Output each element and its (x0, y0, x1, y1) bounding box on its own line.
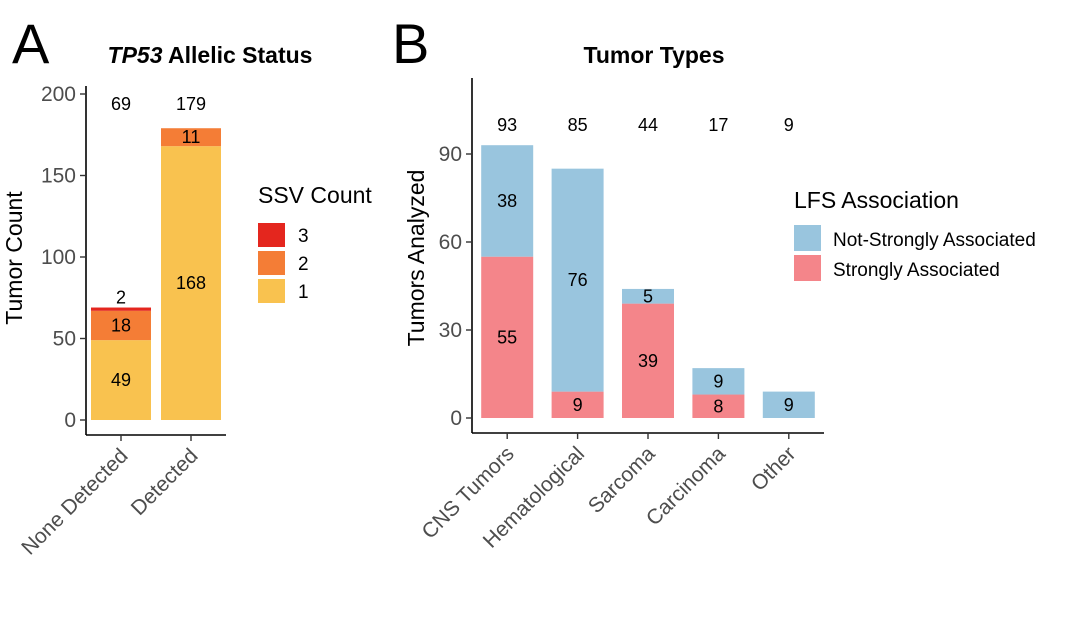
chart-b-y-axis-title: Tumors Analyzed (403, 170, 429, 347)
chart-b-data-label-sarcoma-strongly-associated: 39 (638, 351, 658, 371)
legend-label-not-strongly-associated: Not-Strongly Associated (833, 230, 1036, 251)
chart-b-total-label-hematological: 85 (568, 115, 588, 135)
chart-a-data-label-none-detected-2: 18 (111, 315, 131, 335)
chart-a-data-label-none-detected-3: 2 (116, 288, 126, 308)
chart-a-legend: SSV Count 3 2 1 (258, 182, 372, 303)
chart-a-y-tick-label: 0 (64, 409, 76, 432)
chart-b-total-label-sarcoma: 44 (638, 115, 658, 135)
chart-b-y-tick-label: 90 (439, 143, 462, 166)
chart-b-y-tick-label: 0 (450, 407, 462, 430)
chart-b-legend-title: LFS Association (794, 187, 959, 213)
chart-b-bar-other-not-strongly-associated (762, 391, 815, 418)
chart-b-total-label-carcinoma: 17 (708, 115, 728, 135)
legend-label-strongly-associated: Strongly Associated (833, 260, 1000, 281)
chart-a-title-italic: TP53 (108, 42, 163, 68)
chart-a-y-tick-label: 200 (41, 83, 76, 106)
chart-b-bar-carcinoma-strongly-associated (692, 394, 745, 418)
legend-label-ssv-2: 2 (298, 254, 309, 275)
legend-swatch-not-strongly-associated (794, 225, 821, 251)
chart-b-bar-carcinoma-not-strongly-associated (692, 368, 745, 395)
chart-a-y-axis-title: Tumor Count (1, 191, 27, 325)
chart-a-y-tick-label: 50 (53, 328, 76, 351)
chart-b-data-label-carcinoma-strongly-associated: 8 (713, 396, 723, 416)
panel-letter-a: A (12, 12, 50, 75)
chart-a-data-label-detected-2: 11 (182, 127, 201, 147)
legend-label-ssv-1: 1 (298, 282, 309, 303)
chart-a-data-label-detected-1: 168 (176, 273, 206, 293)
chart-a-title: TP53 Allelic Status (108, 42, 313, 68)
panel-letter-b: B (392, 12, 429, 75)
chart-b-bar-hematological-strongly-associated (551, 391, 604, 418)
chart-b-data-label-cns-tumors-strongly-associated: 55 (497, 327, 517, 347)
chart-a-bar-none-detected-2 (91, 310, 151, 341)
chart-b-y-tick-label: 30 (439, 319, 462, 342)
chart-a-bar-none-detected-1 (91, 340, 151, 420)
chart-b-data-label-other-not-strongly-associated: 9 (784, 395, 794, 415)
chart-b-data-label-carcinoma-not-strongly-associated: 9 (713, 371, 723, 391)
chart-a-data-label-none-detected-1: 49 (111, 370, 131, 390)
chart-b-data-label-hematological-not-strongly-associated: 76 (568, 270, 588, 290)
chart-a-total-label-detected: 179 (176, 94, 206, 114)
chart-b-bar-cns-tumors-not-strongly-associated (481, 145, 534, 257)
chart-a-total-label-none-detected: 69 (111, 94, 131, 114)
chart-a-plot: 0 50 100 150 200 49 18 2 69 None Detected 168 11 179… (17, 83, 226, 560)
legend-swatch-ssv-1 (258, 279, 285, 303)
chart-a-category-label-detected: Detected (127, 444, 203, 520)
legend-swatch-strongly-associated (794, 255, 821, 281)
chart-b-data-label-hematological-strongly-associated: 9 (573, 395, 583, 415)
legend-swatch-ssv-3 (258, 223, 285, 247)
chart-b-y-tick-label: 60 (439, 231, 462, 254)
chart-b-data-label-cns-tumors-not-strongly-associated: 38 (497, 191, 517, 211)
chart-a-title-rest: Allelic Status (163, 42, 313, 68)
chart-b-total-label-cns-tumors: 93 (497, 115, 517, 135)
chart-b-bar-sarcoma-not-strongly-associated (622, 288, 674, 304)
chart-b-legend: LFS Association Not-Strongly Associated … (794, 187, 1036, 281)
legend-label-ssv-3: 3 (298, 226, 309, 247)
chart-b-bar-cns-tumors-strongly-associated (481, 256, 534, 418)
chart-b-bar-hematological-not-strongly-associated (551, 168, 604, 392)
chart-b-total-label-other: 9 (784, 115, 794, 135)
chart-a-bar-detected-2 (161, 128, 221, 147)
chart-a-legend-title: SSV Count (258, 182, 372, 208)
chart-a-category-label-none-detected: None Detected (17, 444, 132, 559)
legend-swatch-ssv-2 (258, 251, 285, 275)
chart-a-bar-none-detected-3 (91, 307, 151, 311)
chart-a-y-tick-label: 150 (41, 165, 76, 188)
chart-b-bar-sarcoma-strongly-associated (622, 303, 674, 418)
chart-a-y-tick-label: 100 (41, 246, 76, 269)
chart-b-category-label-other: Other (747, 442, 800, 495)
chart-b-title: Tumor Types (584, 42, 725, 68)
chart-a-bar-detected-1 (161, 146, 221, 420)
chart-b-data-label-sarcoma-not-strongly-associated: 5 (643, 286, 653, 306)
